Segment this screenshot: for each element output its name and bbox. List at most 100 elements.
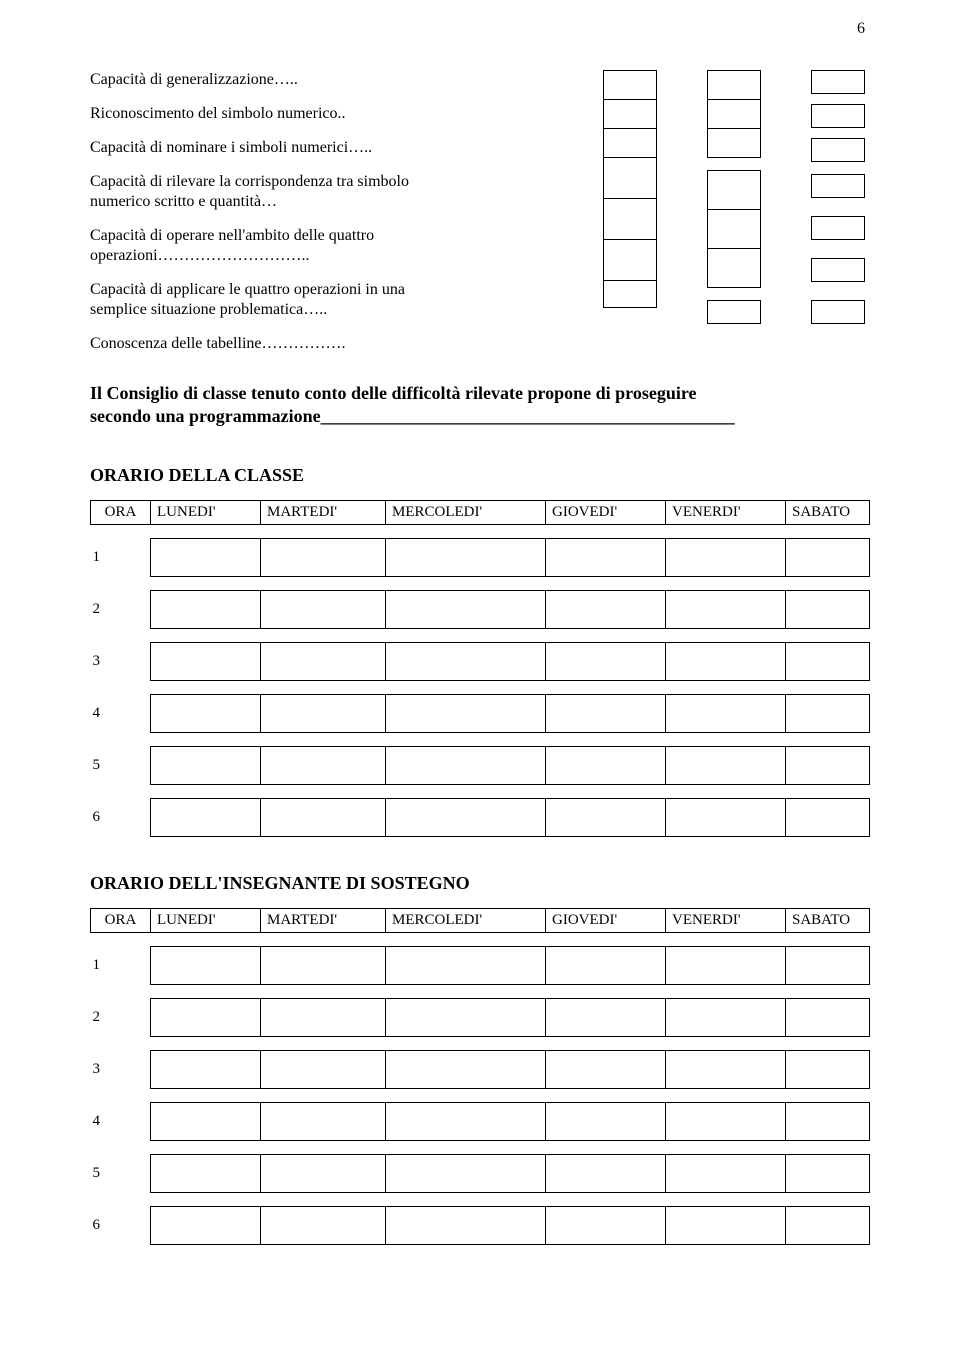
schedule-cell[interactable] <box>546 1102 666 1140</box>
schedule-cell[interactable] <box>386 694 546 732</box>
schedule-cell[interactable] <box>666 1050 786 1088</box>
checkbox-cell[interactable] <box>811 70 865 94</box>
schedule-cell[interactable] <box>261 998 386 1036</box>
schedule-cell[interactable] <box>261 1050 386 1088</box>
checkbox-cell[interactable] <box>603 99 657 129</box>
schedule-cell[interactable] <box>151 798 261 836</box>
schedule-cell[interactable] <box>666 798 786 836</box>
schedule-cell[interactable] <box>386 1102 546 1140</box>
schedule-cell[interactable] <box>151 538 261 576</box>
schedule-cell[interactable] <box>386 1206 546 1244</box>
schedule-cell[interactable] <box>546 1154 666 1192</box>
schedule-cell[interactable] <box>261 798 386 836</box>
schedule-cell[interactable] <box>151 1154 261 1192</box>
schedule-cell[interactable] <box>666 1154 786 1192</box>
schedule-cell[interactable] <box>261 538 386 576</box>
schedule-cell[interactable] <box>261 1206 386 1244</box>
checkbox-cell[interactable] <box>811 258 865 282</box>
schedule-cell[interactable] <box>151 746 261 784</box>
schedule-cell[interactable] <box>386 538 546 576</box>
schedule-cell[interactable] <box>546 642 666 680</box>
schedule-cell[interactable] <box>151 1102 261 1140</box>
checkbox-cell[interactable] <box>603 198 657 240</box>
schedule-cell[interactable] <box>151 998 261 1036</box>
schedule-cell[interactable] <box>151 946 261 984</box>
schedule-cell[interactable] <box>261 694 386 732</box>
checkbox-cell[interactable] <box>603 239 657 281</box>
schedule-cell[interactable] <box>546 798 666 836</box>
schedule-cell[interactable] <box>151 1206 261 1244</box>
schedule-cell[interactable] <box>666 946 786 984</box>
schedule-cell[interactable] <box>261 642 386 680</box>
schedule-cell[interactable] <box>386 590 546 628</box>
schedule-cell[interactable] <box>151 1050 261 1088</box>
th-lunedi: LUNEDI' <box>151 500 261 524</box>
schedule-cell[interactable] <box>546 538 666 576</box>
schedule-cell[interactable] <box>386 798 546 836</box>
schedule2-table: ORA LUNEDI' MARTEDI' MERCOLEDI' GIOVEDI'… <box>90 908 870 1245</box>
checkbox-cell[interactable] <box>811 174 865 198</box>
schedule-cell[interactable] <box>261 746 386 784</box>
schedule-cell[interactable] <box>261 590 386 628</box>
schedule-cell[interactable] <box>546 998 666 1036</box>
checkbox-cell[interactable] <box>603 157 657 199</box>
schedule-cell[interactable] <box>786 798 870 836</box>
schedule-cell[interactable] <box>666 694 786 732</box>
schedule-cell[interactable] <box>786 746 870 784</box>
checkbox-cell[interactable] <box>811 216 865 240</box>
schedule-cell[interactable] <box>546 746 666 784</box>
schedule-cell[interactable] <box>666 642 786 680</box>
schedule-cell[interactable] <box>786 538 870 576</box>
schedule-cell[interactable] <box>386 946 546 984</box>
schedule2-title: ORARIO DELL'INSEGNANTE DI SOSTEGNO <box>90 873 870 894</box>
schedule-cell[interactable] <box>786 694 870 732</box>
schedule-cell[interactable] <box>151 642 261 680</box>
schedule-cell[interactable] <box>386 746 546 784</box>
schedule-cell[interactable] <box>546 1050 666 1088</box>
checkbox-cell[interactable] <box>811 104 865 128</box>
schedule-cell[interactable] <box>786 642 870 680</box>
schedule-cell[interactable] <box>386 1154 546 1192</box>
table-header-row: ORA LUNEDI' MARTEDI' MERCOLEDI' GIOVEDI'… <box>91 908 870 932</box>
row-label: 2 <box>91 998 151 1036</box>
schedule-cell[interactable] <box>151 694 261 732</box>
schedule-cell[interactable] <box>261 946 386 984</box>
schedule-cell[interactable] <box>546 694 666 732</box>
schedule-cell[interactable] <box>786 1050 870 1088</box>
schedule-cell[interactable] <box>786 998 870 1036</box>
schedule-cell[interactable] <box>386 642 546 680</box>
checkbox-cell[interactable] <box>707 209 761 249</box>
checkbox-cell[interactable] <box>707 99 761 129</box>
schedule-cell[interactable] <box>786 1206 870 1244</box>
checkbox-cell[interactable] <box>603 280 657 308</box>
checkbox-cell[interactable] <box>811 300 865 324</box>
schedule-cell[interactable] <box>546 946 666 984</box>
checkbox-cell[interactable] <box>707 300 761 324</box>
schedule-cell[interactable] <box>666 538 786 576</box>
schedule-cell[interactable] <box>261 1154 386 1192</box>
checkbox-cell[interactable] <box>603 70 657 100</box>
schedule-cell[interactable] <box>666 590 786 628</box>
schedule-cell[interactable] <box>546 1206 666 1244</box>
checkbox-cell[interactable] <box>603 128 657 158</box>
schedule-cell[interactable] <box>151 590 261 628</box>
checkbox-cell[interactable] <box>707 170 761 210</box>
row-label: 4 <box>91 694 151 732</box>
schedule-cell[interactable] <box>666 746 786 784</box>
schedule-cell[interactable] <box>666 1102 786 1140</box>
schedule-cell[interactable] <box>546 590 666 628</box>
schedule-cell[interactable] <box>786 590 870 628</box>
schedule-cell[interactable] <box>666 1206 786 1244</box>
schedule-cell[interactable] <box>386 998 546 1036</box>
schedule-cell[interactable] <box>386 1050 546 1088</box>
schedule-cell[interactable] <box>786 1102 870 1140</box>
schedule-cell[interactable] <box>786 946 870 984</box>
schedule-cell[interactable] <box>261 1102 386 1140</box>
table-gap-row <box>91 1140 870 1154</box>
schedule-cell[interactable] <box>786 1154 870 1192</box>
checkbox-cell[interactable] <box>707 128 761 158</box>
checkbox-cell[interactable] <box>707 70 761 100</box>
checkbox-cell[interactable] <box>707 248 761 288</box>
checkbox-cell[interactable] <box>811 138 865 162</box>
schedule-cell[interactable] <box>666 998 786 1036</box>
